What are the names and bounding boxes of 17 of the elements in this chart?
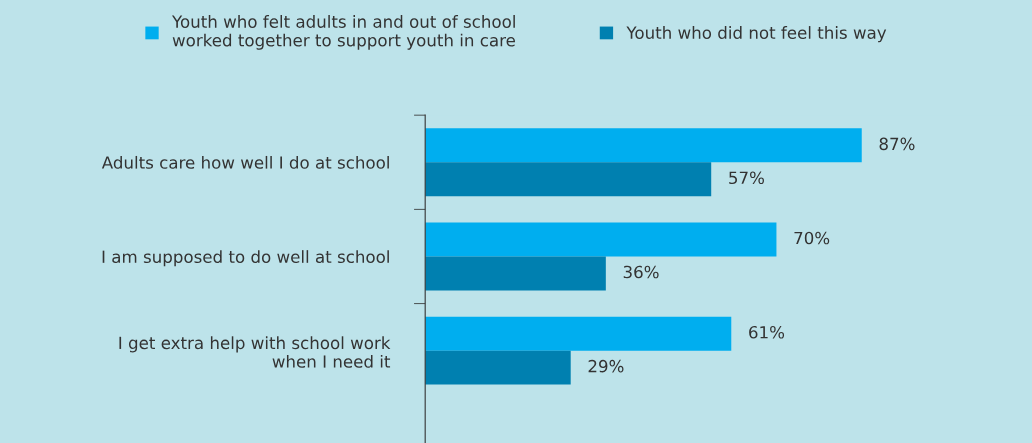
- bar: [425, 222, 777, 257]
- data-label: 61%: [749, 325, 785, 339]
- bar: [425, 350, 571, 385]
- bar: [425, 316, 732, 351]
- y-tick-label: I get extra help with school work when I need it: [119, 336, 391, 368]
- bar: [425, 128, 862, 163]
- bar: [425, 162, 712, 197]
- data-label: 87%: [879, 137, 915, 151]
- y-tick-label: Adults care how well I do at school: [101, 155, 389, 169]
- data-label: 70%: [794, 231, 830, 245]
- legend-label: Youth who felt adults in and out of school worked together to support youth in care: [171, 15, 515, 50]
- data-label: 57%: [729, 171, 764, 185]
- data-label: 29%: [588, 359, 624, 373]
- bar: [425, 256, 606, 291]
- data-label: 36%: [623, 265, 659, 279]
- legend-label: Youth who did not feel this way: [626, 26, 887, 43]
- y-tick-label: I am supposed to do well at school: [102, 250, 389, 267]
